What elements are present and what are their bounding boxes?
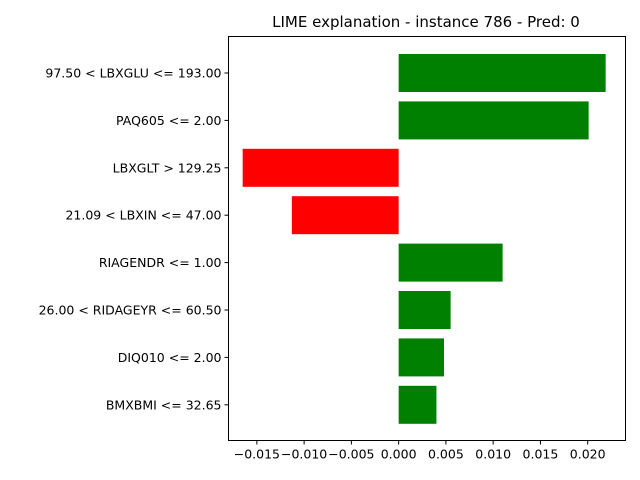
- x-tick-label: 0.005: [428, 447, 464, 462]
- x-tick-label: −0.005: [328, 447, 374, 462]
- bar-1: [398, 101, 589, 140]
- chart-title: LIME explanation - instance 786 - Pred: …: [272, 13, 580, 31]
- x-tick-label: 0.010: [475, 447, 511, 462]
- x-tick-label: −0.015: [234, 447, 280, 462]
- x-ticks: −0.015 −0.010 −0.005 0.000 0.005 0.010 0.015 0.…: [234, 440, 606, 462]
- y-tick-label: DIQ010 <= 2.00: [118, 350, 222, 365]
- y-tick-label: 21.09 < LBXIN <= 47.00: [65, 208, 221, 223]
- y-tick-label: LBXGLT > 129.25: [113, 160, 222, 175]
- y-tick-labels: 97.50 < LBXGLU <= 193.00 PAQ605 <= 2.00 LB…: [39, 66, 229, 412]
- bars-group: [242, 54, 606, 424]
- y-tick-label: 26.00 < RIDAGEYR <= 60.50: [39, 303, 222, 318]
- bar-3: [291, 196, 399, 235]
- bar-2: [242, 148, 399, 187]
- bar-4: [398, 243, 503, 282]
- y-tick-label: RIAGENDR <= 1.00: [99, 255, 222, 270]
- bar-6: [398, 338, 445, 377]
- y-tick-label: PAQ605 <= 2.00: [116, 113, 222, 128]
- y-tick-label: BMXBMI <= 32.65: [106, 397, 222, 412]
- y-tick-label: 97.50 < LBXGLU <= 193.00: [45, 66, 221, 81]
- x-tick-label: 0.000: [381, 447, 417, 462]
- axes-frame: [228, 36, 626, 441]
- bar-0: [398, 54, 606, 92]
- bar-7: [398, 385, 437, 424]
- bar-5: [398, 291, 451, 329]
- x-tick-label: 0.015: [523, 447, 559, 462]
- x-tick-label: −0.010: [281, 447, 327, 462]
- x-tick-label: 0.020: [570, 447, 606, 462]
